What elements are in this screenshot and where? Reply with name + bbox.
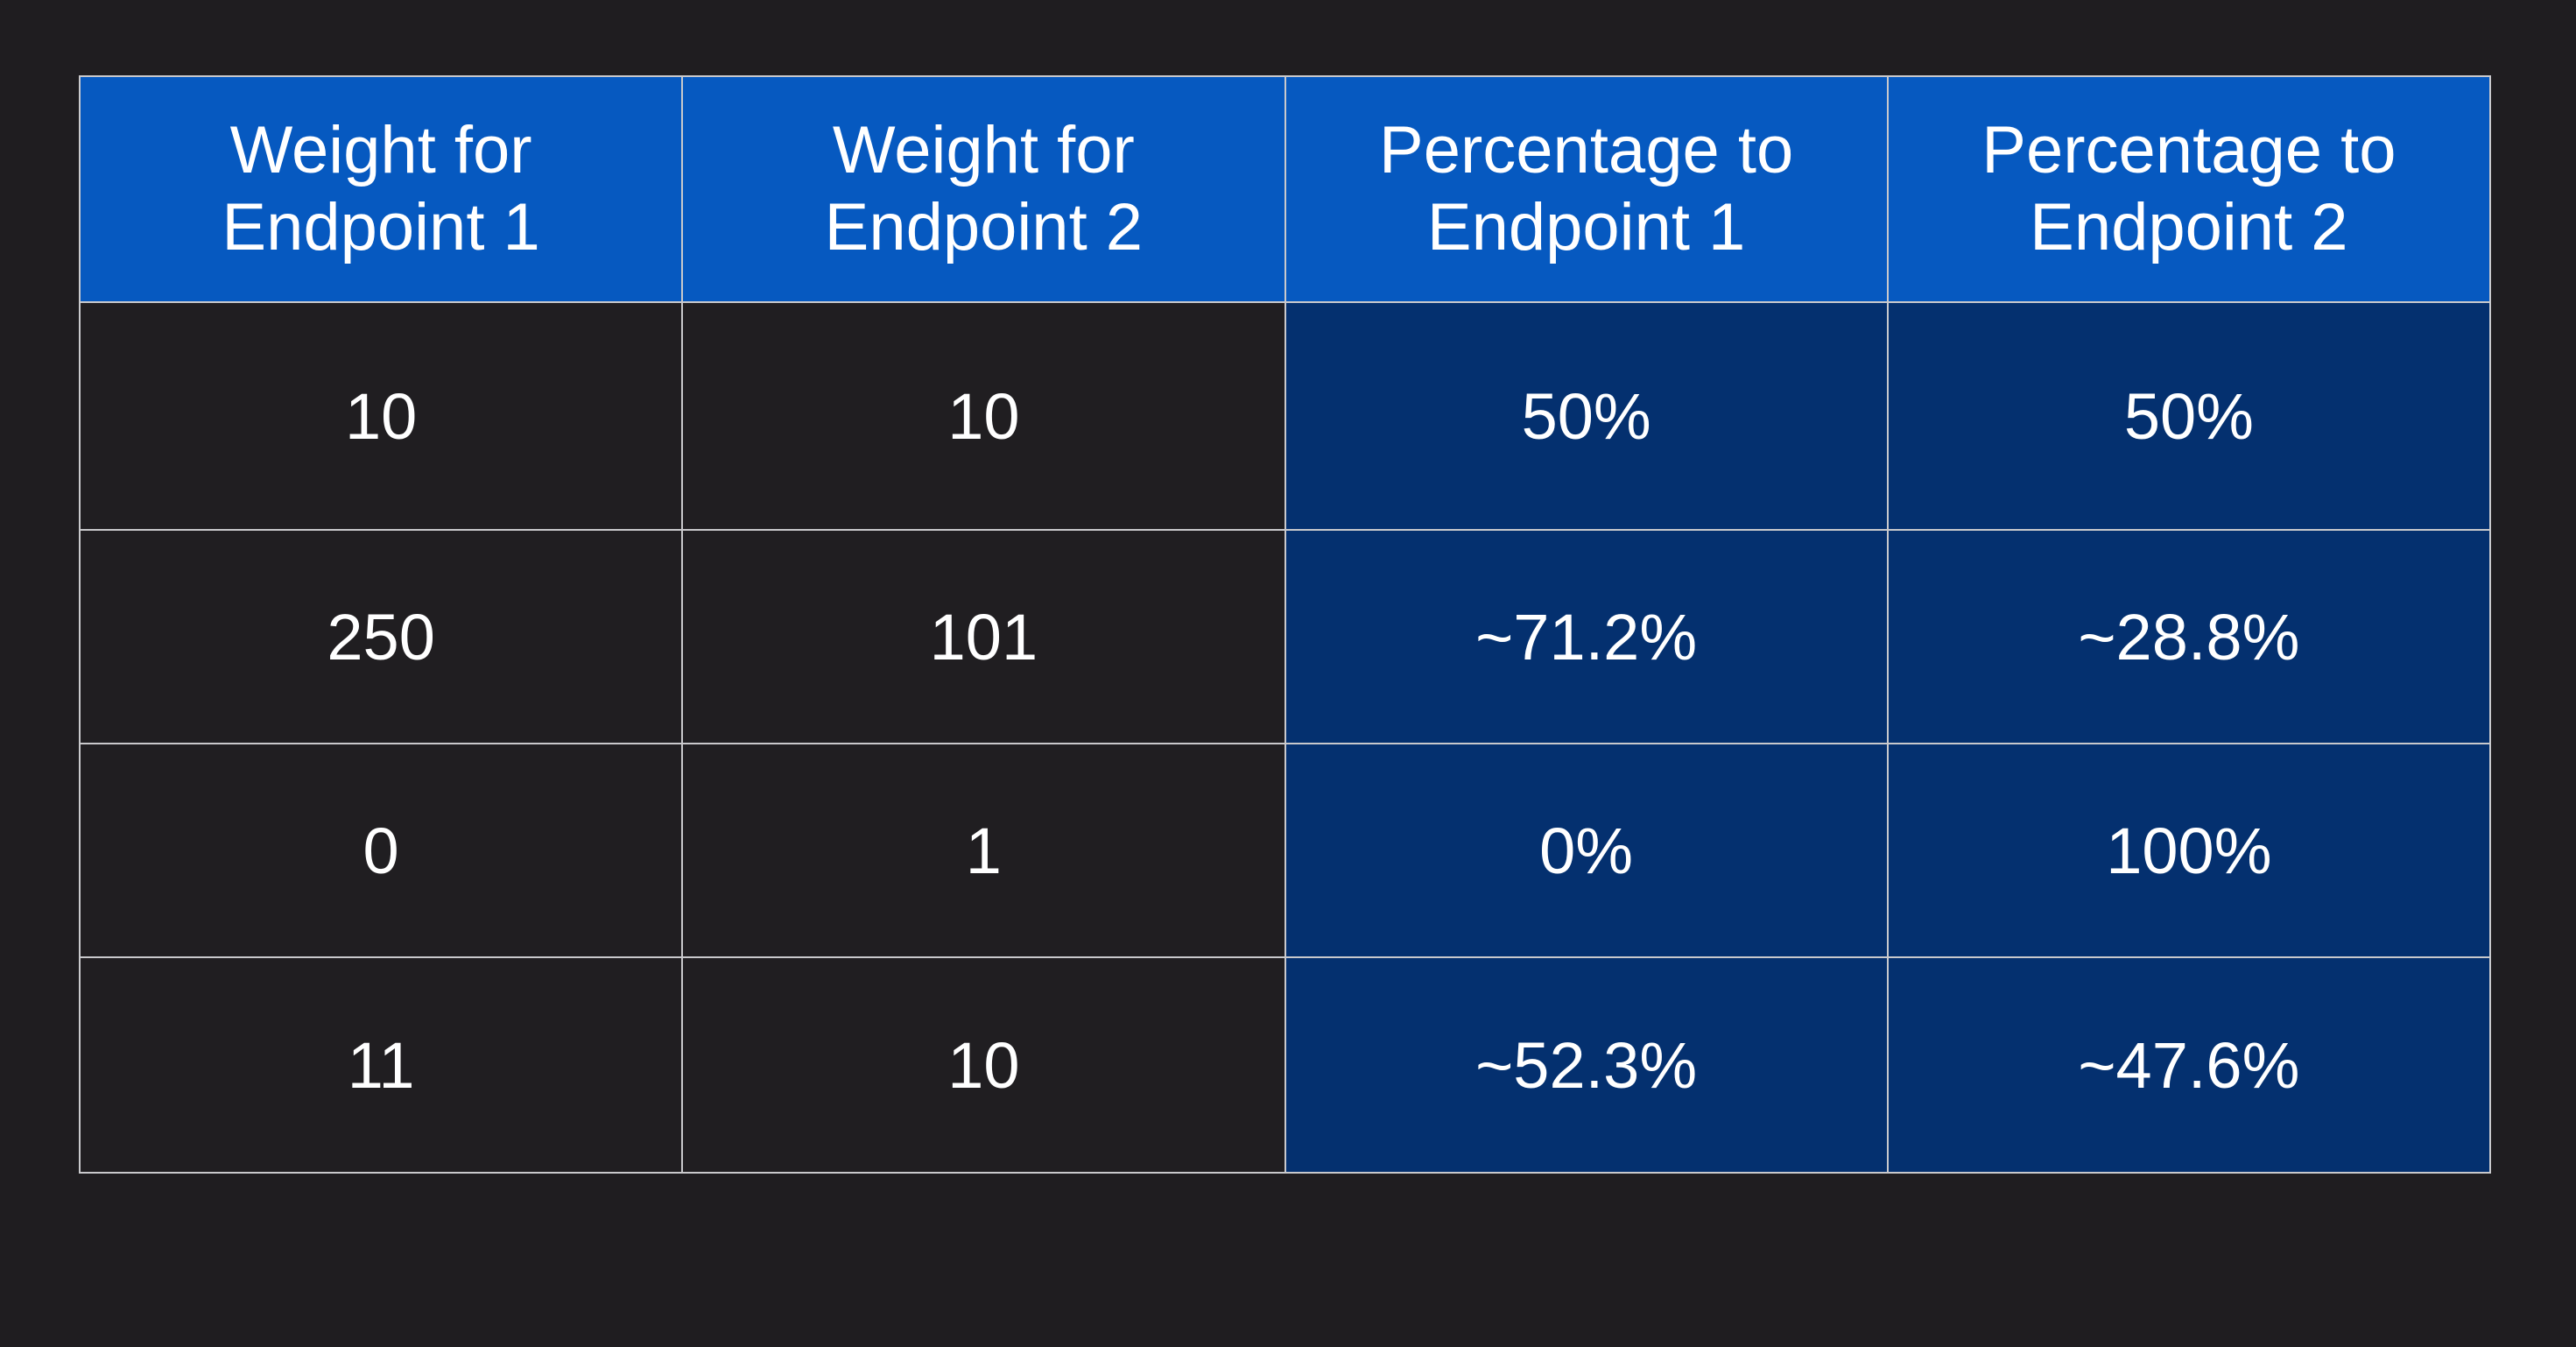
header-line: Weight for [229, 113, 532, 187]
cell-percentage-endpoint-2: 50% [1886, 301, 2492, 531]
table-header: Weight for Endpoint 1 Weight for Endpoin… [78, 75, 2492, 303]
header-line: Endpoint 2 [824, 190, 1144, 264]
table-row: 0 1 0% 100% [78, 743, 2492, 958]
header-line: Endpoint 2 [2030, 190, 2348, 264]
header-weight-endpoint-2: Weight for Endpoint 2 [681, 75, 1286, 303]
table-row: 10 10 50% 50% [78, 301, 2492, 531]
cell-percentage-endpoint-2: ~28.8% [1886, 529, 2492, 744]
header-percentage-endpoint-1: Percentage to Endpoint 1 [1284, 75, 1889, 303]
header-line: Percentage to [1379, 113, 1794, 187]
cell-weight-endpoint-1: 10 [78, 301, 684, 531]
table-body: 10 10 50% 50% 250 101 ~71.2% ~28.8% 0 1 … [78, 301, 2492, 1174]
weight-distribution-table: Weight for Endpoint 1 Weight for Endpoin… [78, 75, 2492, 1174]
cell-weight-endpoint-1: 0 [78, 743, 684, 958]
header-line: Percentage to [1981, 113, 2397, 187]
cell-weight-endpoint-1: 11 [78, 956, 684, 1174]
cell-weight-endpoint-2: 10 [681, 301, 1286, 531]
table-row: 11 10 ~52.3% ~47.6% [78, 956, 2492, 1174]
cell-percentage-endpoint-1: ~52.3% [1284, 956, 1889, 1174]
header-line: Endpoint 1 [1426, 190, 1746, 264]
cell-weight-endpoint-1: 250 [78, 529, 684, 744]
cell-percentage-endpoint-1: 50% [1284, 301, 1889, 531]
cell-percentage-endpoint-1: 0% [1284, 743, 1889, 958]
header-percentage-endpoint-2: Percentage to Endpoint 2 [1886, 75, 2492, 303]
table-row: 250 101 ~71.2% ~28.8% [78, 529, 2492, 744]
header-line: Endpoint 1 [222, 190, 540, 264]
cell-percentage-endpoint-2: ~47.6% [1886, 956, 2492, 1174]
cell-percentage-endpoint-1: ~71.2% [1284, 529, 1889, 744]
weight-distribution-table-container: Weight for Endpoint 1 Weight for Endpoin… [78, 75, 2492, 1174]
cell-weight-endpoint-2: 101 [681, 529, 1286, 744]
header-line: Weight for [832, 113, 1135, 187]
header-weight-endpoint-1: Weight for Endpoint 1 [78, 75, 684, 303]
cell-percentage-endpoint-2: 100% [1886, 743, 2492, 958]
cell-weight-endpoint-2: 1 [681, 743, 1286, 958]
header-row: Weight for Endpoint 1 Weight for Endpoin… [78, 75, 2492, 303]
cell-weight-endpoint-2: 10 [681, 956, 1286, 1174]
